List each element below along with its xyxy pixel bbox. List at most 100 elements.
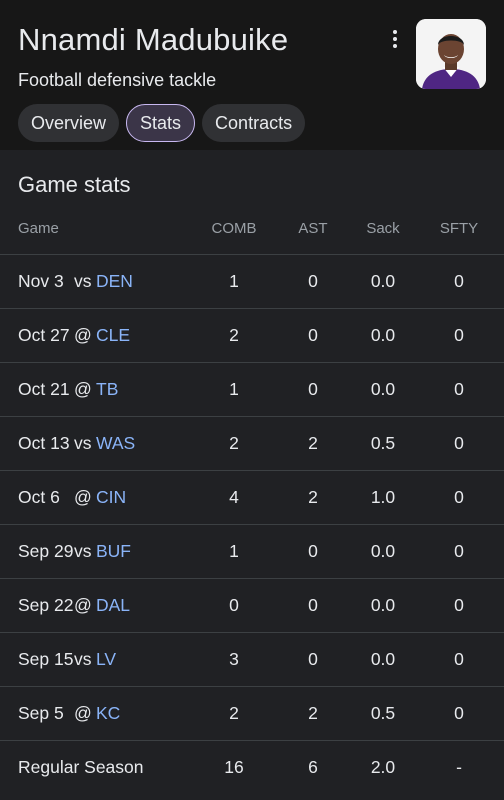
game-date: Sep 22 — [18, 594, 74, 615]
sack-cell: 0.0 — [352, 577, 414, 632]
home-away: @ — [74, 378, 92, 399]
sack-cell: 1.0 — [352, 469, 414, 524]
ast-cell: 0 — [274, 307, 352, 362]
player-name: Nnamdi Madubuike — [18, 22, 289, 57]
table-row[interactable]: Sep 22@ DAL 0 0 0.0 0 — [0, 577, 504, 632]
home-away: vs — [74, 270, 92, 291]
game-cell: Sep 22@ DAL — [0, 577, 194, 632]
sfty-cell: 0 — [414, 253, 504, 308]
game-cell: Oct 21 @ TB — [0, 361, 194, 416]
column-header-sack: Sack — [366, 220, 400, 238]
game-cell: Sep 5 @ KC — [0, 685, 194, 740]
game-date: Sep 29 — [18, 540, 74, 561]
table-header-row: Game COMB AST Sack SFTY — [0, 204, 504, 254]
opponent-link[interactable]: BUF — [96, 540, 131, 561]
table-row[interactable]: Oct 13 vs WAS 2 2 0.5 0 — [0, 415, 504, 470]
column-header-ast: AST — [298, 220, 328, 238]
sfty-cell: 0 — [414, 685, 504, 740]
tab-stats[interactable]: Stats — [126, 104, 196, 142]
table-row[interactable]: Oct 27 @ CLE 2 0 0.0 0 — [0, 307, 504, 362]
game-date: Sep 15 — [18, 648, 74, 669]
game-date: Oct 6 — [18, 486, 60, 507]
column-header-comb: COMB — [211, 220, 257, 238]
sack-cell: 0.0 — [352, 307, 414, 362]
table-row[interactable]: Sep 5 @ KC 2 2 0.5 0 — [0, 685, 504, 740]
tab-contracts[interactable]: Contracts — [202, 104, 306, 142]
home-away: @ — [74, 702, 92, 723]
comb-cell: 1 — [194, 523, 274, 578]
game-cell: Oct 6 @ CIN — [0, 469, 194, 524]
opponent-link[interactable]: DAL — [96, 594, 131, 615]
home-away: vs — [74, 540, 92, 561]
opponent-link[interactable]: WAS — [96, 432, 136, 453]
comb-cell: 3 — [194, 631, 274, 686]
comb-cell: 16 — [194, 739, 274, 794]
column-header-sfty: SFTY — [439, 220, 479, 238]
opponent-link[interactable]: CLE — [96, 324, 131, 345]
sack-cell: 0.0 — [352, 361, 414, 416]
table-row[interactable]: Oct 21 @ TB 1 0 0.0 0 — [0, 361, 504, 416]
opponent-link[interactable]: CIN — [96, 486, 127, 507]
sfty-cell: 0 — [414, 631, 504, 686]
sfty-cell: 0 — [414, 523, 504, 578]
season-total-row: Regular Season 16 6 2.0 - — [0, 739, 504, 794]
sack-cell: 2.0 — [352, 739, 414, 794]
ast-cell: 6 — [274, 739, 352, 794]
home-away: @ — [74, 594, 92, 615]
player-description: Football defensive tackle — [18, 70, 217, 90]
section-title: Game stats — [18, 172, 131, 197]
ast-cell: 0 — [274, 523, 352, 578]
table-row[interactable]: Sep 15vs LV 3 0 0.0 0 — [0, 631, 504, 686]
home-away: vs — [74, 432, 92, 453]
home-away: @ — [74, 324, 92, 345]
ast-cell: 0 — [274, 577, 352, 632]
ast-cell: 2 — [274, 469, 352, 524]
game-cell: Nov 3 vs DEN — [0, 253, 194, 308]
season-total-label: Regular Season — [0, 739, 194, 794]
ast-cell: 0 — [274, 253, 352, 308]
sfty-cell: 0 — [414, 307, 504, 362]
entity-header: Nnamdi Madubuike Football defensive tack… — [0, 0, 504, 150]
sack-cell: 0.0 — [352, 253, 414, 308]
opponent-link[interactable]: TB — [96, 378, 119, 399]
column-header-game: Game — [18, 220, 59, 238]
game-date: Oct 27 — [18, 324, 70, 345]
sack-cell: 0.5 — [352, 685, 414, 740]
opponent-link[interactable]: KC — [96, 702, 121, 723]
game-date: Nov 3 — [18, 270, 64, 291]
home-away: vs — [74, 648, 92, 669]
ast-cell: 0 — [274, 361, 352, 416]
comb-cell: 1 — [194, 253, 274, 308]
sfty-cell: 0 — [414, 361, 504, 416]
game-stats-table: Game COMB AST Sack SFTY Nov 3 vs DEN 1 0 0… — [0, 204, 504, 794]
sack-cell: 0.0 — [352, 523, 414, 578]
ast-cell: 2 — [274, 685, 352, 740]
sack-cell: 0.0 — [352, 631, 414, 686]
home-away: @ — [74, 486, 92, 507]
game-date: Sep 5 — [18, 702, 64, 723]
sack-cell: 0.5 — [352, 415, 414, 470]
table-row[interactable]: Sep 29vs BUF 1 0 0.0 0 — [0, 523, 504, 578]
table-row[interactable]: Oct 6 @ CIN 4 2 1.0 0 — [0, 469, 504, 524]
tab-overview[interactable]: Overview — [18, 104, 120, 142]
table-row[interactable]: Nov 3 vs DEN 1 0 0.0 0 — [0, 253, 504, 308]
ast-cell: 0 — [274, 631, 352, 686]
game-date: Oct 13 — [18, 432, 70, 453]
sfty-cell: 0 — [414, 577, 504, 632]
opponent-link[interactable]: DEN — [96, 270, 133, 291]
sfty-cell: - — [414, 739, 504, 794]
comb-cell: 2 — [194, 415, 274, 470]
comb-cell: 1 — [194, 361, 274, 416]
comb-cell: 2 — [194, 685, 274, 740]
game-cell: Sep 29vs BUF — [0, 523, 194, 578]
opponent-link[interactable]: LV — [96, 648, 117, 669]
tab-bar: Overview Stats Contracts — [18, 104, 306, 142]
player-photo[interactable] — [416, 19, 486, 89]
comb-cell: 4 — [194, 469, 274, 524]
game-cell: Oct 27 @ CLE — [0, 307, 194, 362]
more-options-icon[interactable] — [387, 30, 403, 48]
comb-cell: 0 — [194, 577, 274, 632]
comb-cell: 2 — [194, 307, 274, 362]
game-date: Oct 21 — [18, 378, 70, 399]
sfty-cell: 0 — [414, 469, 504, 524]
